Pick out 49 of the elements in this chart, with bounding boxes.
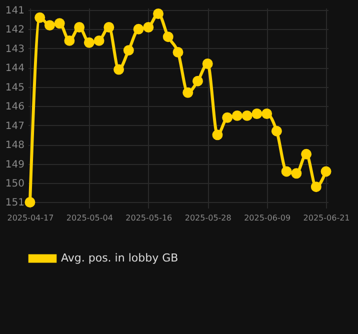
y-tick-label: 147 <box>5 120 24 132</box>
point <box>242 110 252 121</box>
y-tick-label: 149 <box>5 159 24 170</box>
point <box>212 130 223 140</box>
y-tick-label: 141 <box>5 5 24 16</box>
y-tick-label: 145 <box>5 82 24 94</box>
point <box>172 46 184 58</box>
x-tick-label: 2025-06-09 <box>244 214 291 222</box>
x-tick-label: 2025-06-21 <box>303 214 350 222</box>
y-tick-label: 144 <box>5 63 24 74</box>
point <box>202 58 213 70</box>
point <box>182 87 194 98</box>
point <box>252 108 262 120</box>
point <box>94 35 104 46</box>
point <box>232 110 242 121</box>
point <box>162 32 174 42</box>
point <box>24 196 36 208</box>
point <box>153 8 164 20</box>
point <box>114 64 124 75</box>
point <box>84 37 94 48</box>
point <box>64 35 75 46</box>
legend-label: Avg. pos. in lobby GB <box>61 252 178 264</box>
point <box>301 148 312 160</box>
point <box>291 168 302 179</box>
y-tick-label: 148 <box>5 140 24 152</box>
point <box>133 24 144 34</box>
point <box>54 18 65 29</box>
point <box>44 20 55 31</box>
point <box>310 182 322 192</box>
point <box>262 108 272 120</box>
x-tick-label: 2025-04-17 <box>7 214 54 222</box>
point <box>271 126 282 136</box>
point <box>281 166 292 177</box>
point <box>192 76 203 86</box>
point <box>222 112 233 123</box>
y-tick-label: 151 <box>5 198 24 209</box>
point <box>123 45 134 56</box>
x-tick-label: 2025-05-04 <box>66 214 113 222</box>
y-tick-label: 146 <box>5 102 24 113</box>
point <box>74 22 85 32</box>
x-tick-label: 2025-05-16 <box>126 214 172 222</box>
point <box>34 12 46 23</box>
point <box>104 22 114 32</box>
point <box>320 166 332 177</box>
y-tick-label: 150 <box>5 178 24 190</box>
point <box>143 22 154 32</box>
y-tick-label: 142 <box>5 24 24 36</box>
x-tick-label: 2025-05-28 <box>184 214 232 222</box>
y-tick-label: 143 <box>5 44 24 55</box>
